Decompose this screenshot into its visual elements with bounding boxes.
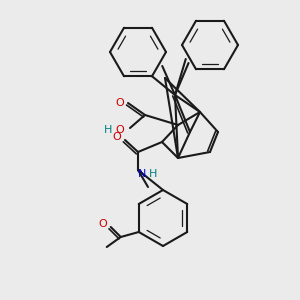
Text: O: O xyxy=(98,219,107,229)
Text: O: O xyxy=(116,98,124,108)
Text: O: O xyxy=(116,125,124,135)
Text: O: O xyxy=(112,132,122,142)
Text: H: H xyxy=(149,169,157,179)
Text: N: N xyxy=(138,169,146,179)
Text: H: H xyxy=(104,125,112,135)
